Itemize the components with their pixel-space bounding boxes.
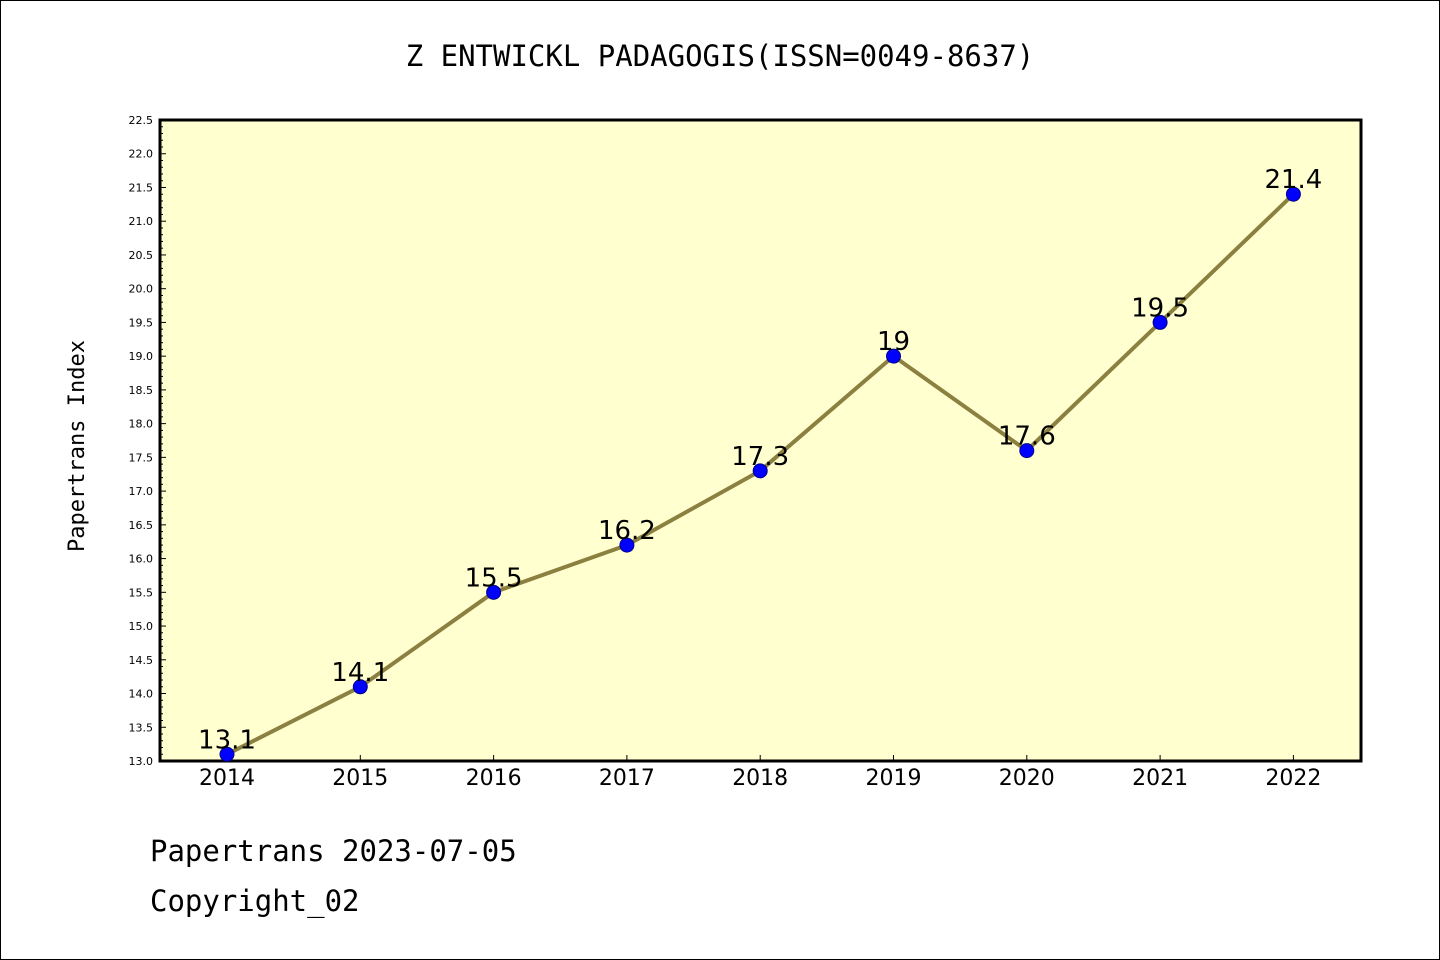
y-tick-label: 15.0	[129, 620, 154, 633]
data-label: 19	[877, 327, 910, 357]
x-tick-label: 2015	[332, 766, 388, 791]
data-label: 21.4	[1264, 165, 1322, 195]
data-labels: 13.1 14.1 15.5 16.2 17.3 19 17.6 19.5 21.4	[198, 165, 1322, 755]
y-tick-label: 18.0	[129, 418, 154, 431]
series	[219, 186, 1301, 762]
y-tick-label: 19.5	[129, 316, 154, 329]
data-point	[886, 348, 901, 364]
x-tick-label: 2019	[866, 766, 922, 791]
data-point	[1285, 186, 1301, 202]
y-tick-label: 22.5	[129, 114, 154, 127]
y-tick-label: 16.0	[129, 553, 154, 566]
data-label: 17.6	[998, 422, 1056, 452]
footer-copyright: Copyright_02	[150, 884, 360, 918]
data-label: 16.2	[598, 516, 656, 546]
y-tick-label: 16.5	[129, 519, 154, 532]
y-tick-label: 13.5	[129, 721, 154, 734]
x-tick-label: 2016	[466, 766, 522, 791]
x-tick-label: 2018	[732, 766, 788, 791]
data-point	[1152, 314, 1168, 330]
y-tick-label: 14.5	[129, 654, 154, 667]
data-point	[619, 537, 635, 553]
x-tick-label: 2014	[199, 766, 255, 791]
y-tick-label: 21.5	[129, 181, 154, 194]
y-tick-label: 13.0	[129, 755, 154, 768]
data-point	[752, 463, 768, 479]
data-point	[352, 679, 368, 695]
footer-date: Papertrans 2023-07-05	[150, 834, 517, 868]
y-tick-label: 18.5	[129, 384, 154, 397]
y-tick-label: 20.0	[129, 283, 154, 296]
y-tick-label: 14.0	[129, 688, 154, 701]
data-label: 13.1	[198, 725, 256, 755]
x-axis: 2014 2015 2016 2017 2018 2019 2020 2021 2022	[199, 755, 1321, 791]
data-label: 17.3	[731, 442, 789, 472]
data-label: 15.5	[465, 563, 523, 593]
x-tick-label: 2021	[1132, 766, 1188, 791]
data-label: 14.1	[331, 658, 389, 688]
plot-area	[158, 118, 1363, 763]
data-point	[1019, 443, 1035, 459]
y-tick-label: 19.0	[129, 350, 154, 363]
y-tick-label: 17.0	[129, 485, 154, 498]
y-axis: 13.0 13.5 14.0 14.5 15.0 15.5 16.0 16.5 17.0 17.5…	[129, 114, 166, 768]
y-tick-label: 17.5	[129, 451, 154, 464]
data-label: 19.5	[1131, 293, 1189, 323]
x-tick-label: 2022	[1265, 766, 1321, 791]
data-point	[486, 584, 502, 600]
y-axis-label: Papertrans Index	[65, 340, 90, 552]
chart-title: Z ENTWICKL PADAGOGIS(ISSN=0049-8637)	[406, 39, 1035, 73]
y-tick-label: 20.5	[129, 249, 154, 262]
x-tick-label: 2017	[599, 766, 655, 791]
x-tick-label: 2020	[999, 766, 1055, 791]
data-point	[219, 746, 235, 762]
y-tick-label: 22.0	[129, 148, 154, 161]
y-tick-label: 15.5	[129, 586, 154, 599]
y-tick-label: 21.0	[129, 215, 154, 228]
